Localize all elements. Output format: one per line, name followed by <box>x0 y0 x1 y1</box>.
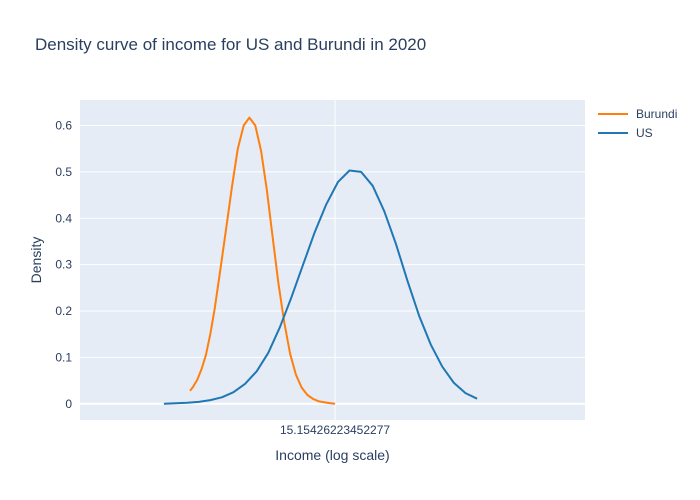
y-tick-label: 0.4 <box>55 211 72 225</box>
y-tick-label: 0.3 <box>55 258 72 272</box>
legend-label: Burundi <box>636 107 677 121</box>
y-axis-title: Density <box>28 237 44 284</box>
y-tick-label: 0.1 <box>55 350 72 364</box>
series-line-burundi[interactable] <box>189 116 336 405</box>
tick-labels: 0 0.1 0.2 0.3 0.4 0.5 0.6 15.15426223452277 <box>55 119 390 437</box>
legend[interactable]: Burundi US <box>598 107 677 140</box>
legend-label: US <box>636 126 653 140</box>
y-tick-label: 0.5 <box>55 165 72 179</box>
legend-item-burundi[interactable]: Burundi <box>598 107 677 121</box>
y-tick-label: 0 <box>65 397 72 411</box>
y-tick-label: 0.2 <box>55 304 72 318</box>
series-line-us[interactable] <box>163 169 478 405</box>
x-tick-label: 15.15426223452277 <box>280 423 390 437</box>
plot-area <box>80 100 585 420</box>
x-axis-title: Income (log scale) <box>275 447 389 463</box>
series-layer <box>163 116 478 405</box>
legend-item-us[interactable]: US <box>598 126 653 140</box>
chart-title: Density curve of income for US and Burun… <box>35 35 426 54</box>
y-tick-label: 0.6 <box>55 119 72 133</box>
